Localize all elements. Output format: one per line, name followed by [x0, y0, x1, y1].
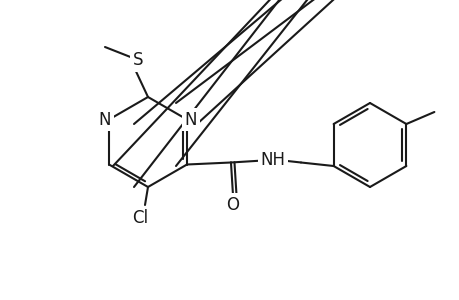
Text: S: S — [133, 51, 143, 69]
Text: N: N — [185, 110, 197, 128]
Text: N: N — [99, 110, 111, 128]
Text: O: O — [226, 196, 239, 214]
Text: Cl: Cl — [132, 209, 148, 227]
Text: NH: NH — [260, 151, 285, 169]
